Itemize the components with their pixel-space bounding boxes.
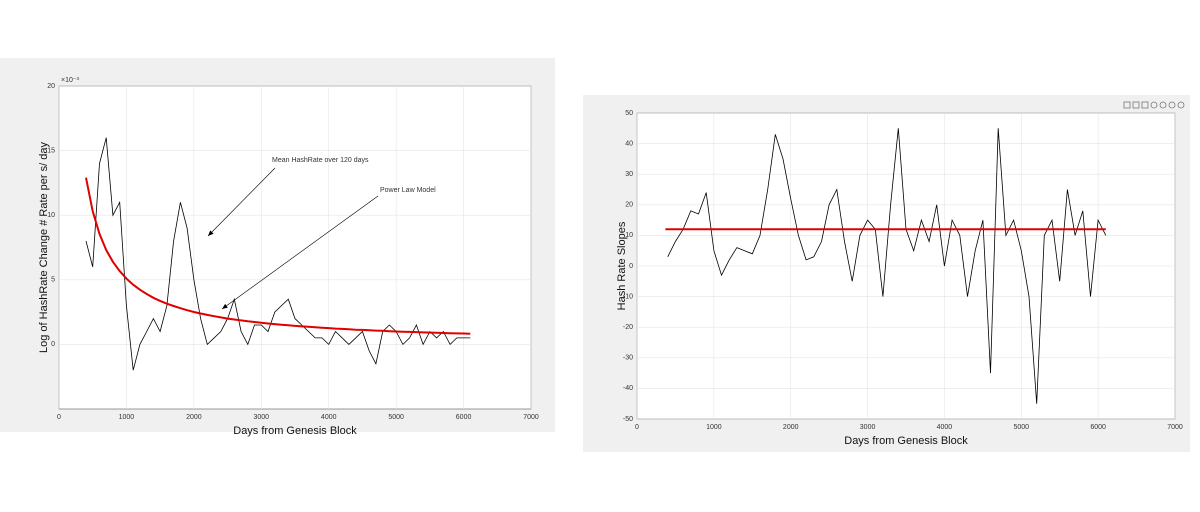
annotation-arrow: [221, 195, 379, 310]
y-tick-label: 50: [625, 110, 633, 117]
annotation: Mean HashRate over 120 days: [272, 157, 369, 164]
arrow-head: [208, 230, 214, 236]
x-tick-label: 6000: [456, 414, 472, 421]
x-tick-label: 3000: [860, 424, 876, 431]
y-tick-label: -10: [623, 293, 633, 300]
x-tick-label: 1000: [119, 414, 135, 421]
x-tick-label: 4000: [321, 414, 337, 421]
plot-area: [58, 85, 532, 410]
y-axis-label: Hash Rate Slopes: [616, 221, 628, 310]
x-tick-label: 0: [57, 414, 61, 421]
x-axis-label: Days from Genesis Block: [844, 435, 968, 447]
y-tick-label: 20: [625, 202, 633, 209]
toolbar[interactable]: [1123, 101, 1185, 109]
y-tick-label: 0: [629, 263, 633, 270]
y-tick-label: 10: [625, 232, 633, 239]
y-tick-label: 15: [47, 147, 55, 154]
x-tick-label: 1000: [706, 424, 722, 431]
x-axis-label: Days from Genesis Block: [233, 425, 357, 437]
x-tick-label: 5000: [1013, 424, 1029, 431]
y-tick-label: 20: [47, 83, 55, 90]
x-tick-label: 0: [635, 424, 639, 431]
y-tick-label: 10: [47, 212, 55, 219]
arrow-head: [222, 303, 228, 309]
data-line: [85, 177, 471, 335]
y-multiplier: ×10⁻³: [61, 77, 80, 84]
x-tick-label: 5000: [388, 414, 404, 421]
x-tick-label: 3000: [253, 414, 269, 421]
x-tick-label: 6000: [1090, 424, 1106, 431]
y-tick-label: 0: [51, 341, 55, 348]
y-tick-label: -50: [623, 416, 633, 423]
data-line: [667, 128, 1107, 404]
x-tick-label: 2000: [783, 424, 799, 431]
annotation: Power Law Model: [380, 187, 436, 194]
y-tick-label: -30: [623, 355, 633, 362]
annotation-arrow: [207, 167, 276, 237]
y-tick-label: 5: [51, 277, 55, 284]
x-tick-label: 2000: [186, 414, 202, 421]
x-tick-label: 7000: [523, 414, 539, 421]
x-tick-label: 4000: [937, 424, 953, 431]
y-tick-label: -40: [623, 385, 633, 392]
data-line: [85, 137, 471, 371]
y-tick-label: 40: [625, 140, 633, 147]
y-tick-label: 30: [625, 171, 633, 178]
x-tick-label: 7000: [1167, 424, 1183, 431]
y-axis-label: Log of HashRate Change # Rate per s/ day: [38, 142, 50, 353]
y-tick-label: -20: [623, 324, 633, 331]
